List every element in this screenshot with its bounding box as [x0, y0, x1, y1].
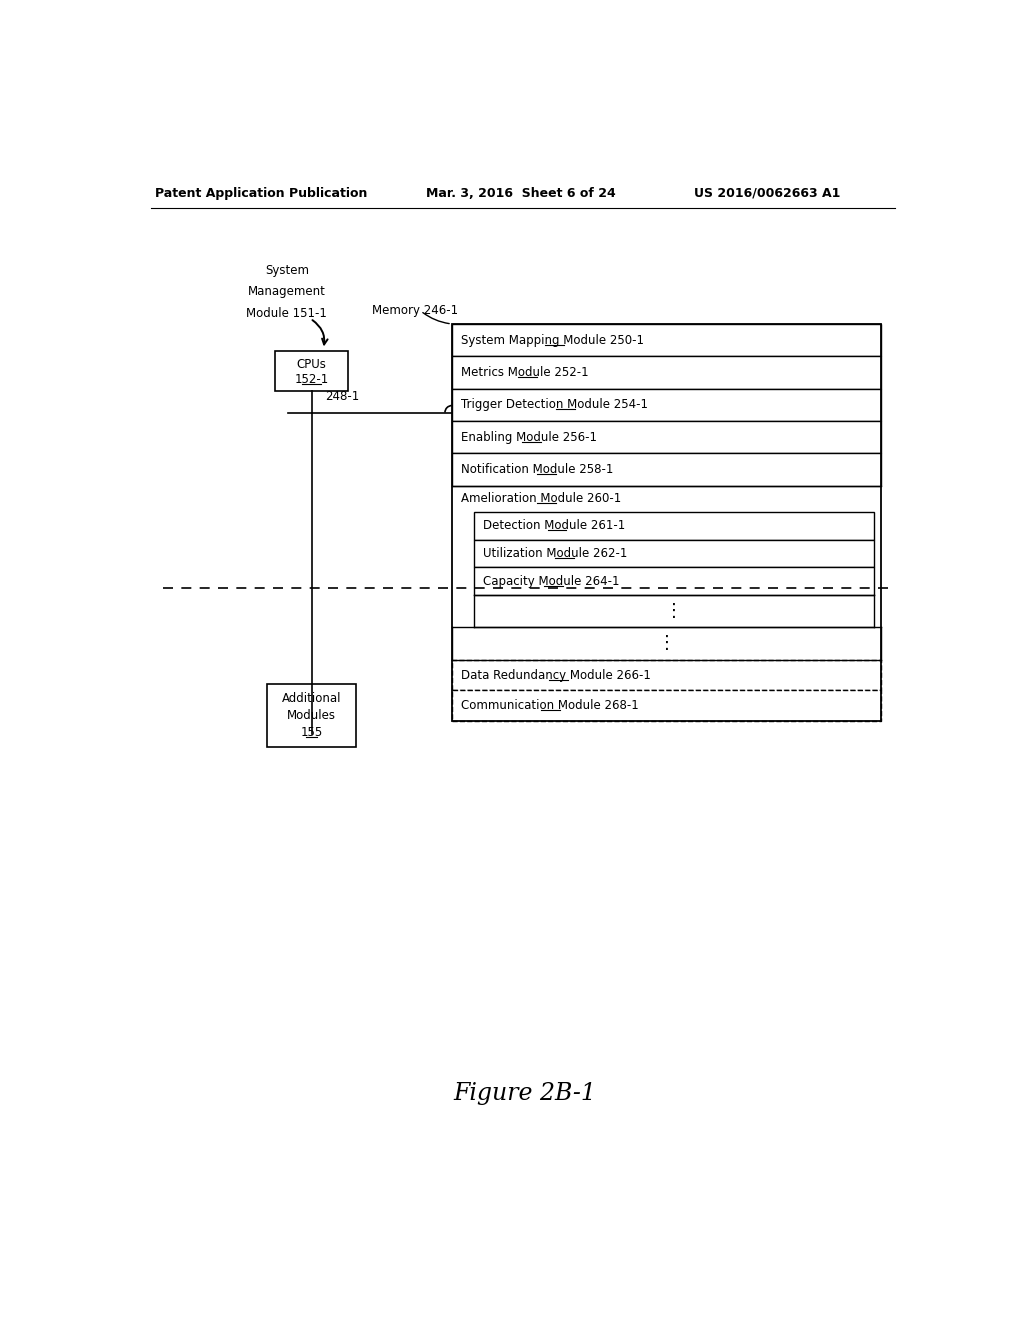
Text: CPUs: CPUs [297, 359, 327, 371]
Text: Enabling Module 256-1: Enabling Module 256-1 [461, 430, 597, 444]
Text: Memory 246-1: Memory 246-1 [372, 305, 459, 317]
Text: Management: Management [248, 285, 326, 298]
Bar [452, 356, 882, 388]
Text: 248-1: 248-1 [326, 391, 359, 404]
Bar [452, 323, 882, 356]
Text: Communication Module 268-1: Communication Module 268-1 [461, 700, 639, 713]
Text: Patent Application Publication: Patent Application Publication [155, 186, 368, 199]
Text: 155: 155 [301, 726, 323, 739]
Text: Additional: Additional [282, 693, 341, 705]
Bar [474, 512, 873, 540]
Text: System Mapping Module 250-1: System Mapping Module 250-1 [461, 334, 644, 347]
Text: Trigger Detection Module 254-1: Trigger Detection Module 254-1 [461, 399, 648, 412]
Bar [452, 660, 882, 690]
Text: Figure 2B-1: Figure 2B-1 [454, 1082, 596, 1105]
Text: Modules: Modules [287, 709, 336, 722]
Text: 152-1: 152-1 [295, 374, 329, 387]
Text: ⋮: ⋮ [665, 602, 683, 620]
Text: Notification Module 258-1: Notification Module 258-1 [461, 463, 613, 477]
Text: Utilization Module 262-1: Utilization Module 262-1 [483, 546, 628, 560]
Bar [474, 540, 873, 568]
Bar [474, 568, 873, 595]
Text: System: System [265, 264, 309, 277]
Text: Data Redundancy Module 266-1: Data Redundancy Module 266-1 [461, 668, 651, 681]
Text: ⋮: ⋮ [657, 635, 676, 652]
Text: Capacity Module 264-1: Capacity Module 264-1 [483, 574, 620, 587]
Text: US 2016/0062663 A1: US 2016/0062663 A1 [693, 186, 840, 199]
Text: Module 151-1: Module 151-1 [247, 306, 328, 319]
Text: Metrics Module 252-1: Metrics Module 252-1 [461, 366, 589, 379]
Bar [452, 388, 882, 421]
Bar [275, 351, 348, 391]
Bar [267, 684, 356, 747]
Bar [452, 421, 882, 453]
Bar [452, 453, 882, 486]
Text: Mar. 3, 2016  Sheet 6 of 24: Mar. 3, 2016 Sheet 6 of 24 [426, 186, 616, 199]
Bar [452, 690, 882, 721]
Bar [452, 323, 882, 721]
Text: Detection Module 261-1: Detection Module 261-1 [483, 519, 626, 532]
Text: Amelioration Module 260-1: Amelioration Module 260-1 [461, 492, 622, 506]
